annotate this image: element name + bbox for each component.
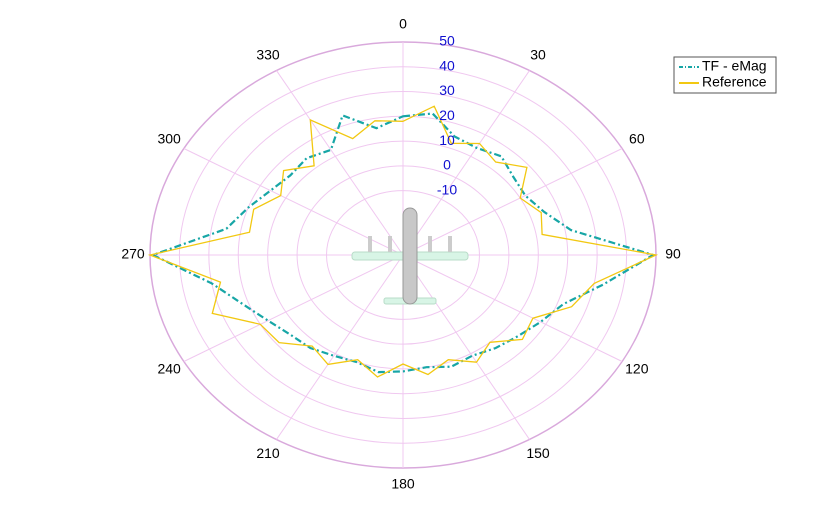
theta-tick-label: 240 [157, 361, 181, 377]
grid-spoke [402, 70, 530, 256]
r-tick-label: 10 [439, 132, 455, 148]
series-line [147, 105, 659, 378]
grid-spoke [183, 148, 404, 256]
grid-spoke [402, 254, 530, 440]
engine [388, 236, 392, 252]
grid-spoke [276, 254, 404, 440]
grid-spoke [402, 148, 623, 256]
grid-spoke [276, 70, 404, 256]
grid-spoke [183, 254, 404, 362]
labels: -10 0 10 20 30 40 50 0 30 60 90 120 150 180 210 240 270 3… [121, 16, 681, 492]
fuselage [402, 207, 418, 305]
r-tick-label: 20 [439, 107, 455, 123]
series-line [150, 112, 656, 374]
legend-label: Reference [702, 74, 767, 90]
theta-tick-label: 270 [121, 246, 145, 262]
r-tick-label: 50 [439, 33, 455, 49]
theta-tick-label: 330 [256, 47, 280, 63]
theta-tick-label: 210 [256, 445, 280, 461]
theta-tick-label: 120 [625, 361, 649, 377]
theta-tick-label: 60 [629, 131, 645, 147]
r-tick-label: 0 [443, 157, 451, 173]
engine [368, 236, 372, 252]
grid-spoke [402, 254, 623, 362]
theta-tick-label: 90 [665, 246, 681, 262]
theta-tick-label: 150 [526, 445, 550, 461]
legend-label: TF - eMag [702, 58, 767, 74]
series-lines [147, 105, 659, 378]
engine [448, 236, 452, 252]
airplane-icon [351, 207, 469, 305]
r-tick-label: -10 [437, 181, 457, 197]
theta-tick-label: 0 [399, 16, 407, 32]
theta-tick-label: 30 [530, 47, 546, 63]
theta-tick-label: 180 [391, 476, 415, 492]
r-tick-label: 40 [439, 57, 455, 73]
legend-box [673, 56, 777, 94]
engine [428, 236, 432, 252]
r-tick-label: 30 [439, 82, 455, 98]
theta-tick-label: 300 [157, 131, 181, 147]
